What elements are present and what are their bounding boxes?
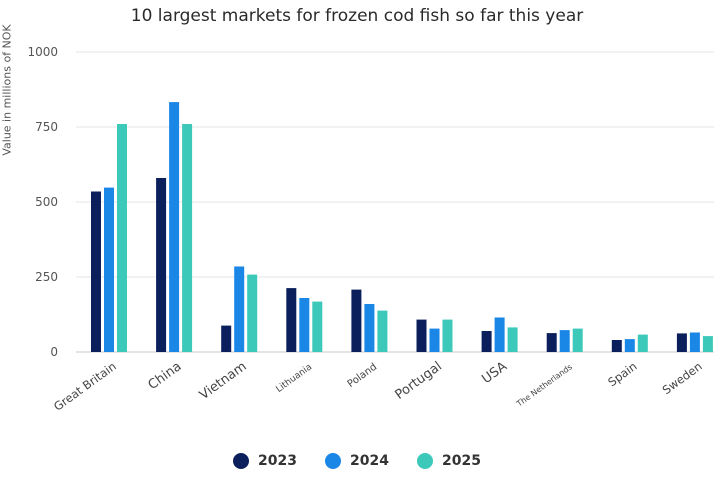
bar-2023-vietnam[interactable] <box>221 325 232 352</box>
y-tick-label: 250 <box>35 270 58 284</box>
x-tick-label: Lithuania <box>274 362 314 395</box>
legend: 2023 2024 2025 <box>0 453 714 469</box>
bar-2024-poland[interactable] <box>364 304 375 352</box>
bar-2024-spain[interactable] <box>624 339 635 352</box>
y-tick-label: 750 <box>35 120 58 134</box>
bar-2023-spain[interactable] <box>611 340 622 352</box>
bar-2023-great-britain[interactable] <box>91 191 101 353</box>
bar-2025-the-netherlands[interactable] <box>572 328 583 352</box>
legend-item-2023[interactable]: 2023 <box>233 453 297 469</box>
bar-2024-usa[interactable] <box>494 317 505 353</box>
bar-2024-china[interactable] <box>169 102 180 352</box>
y-tick-label: 0 <box>50 345 58 359</box>
legend-label-2025: 2025 <box>441 453 481 469</box>
bar-2023-portugal[interactable] <box>416 319 427 352</box>
x-tick-label: USA <box>479 359 510 387</box>
legend-swatch-2024 <box>325 453 342 469</box>
chart-title: 10 largest markets for frozen cod fish s… <box>130 6 584 26</box>
legend-label-2024: 2024 <box>350 453 389 469</box>
bar-2025-usa[interactable] <box>507 327 518 352</box>
bar-2024-sweden[interactable] <box>689 332 700 353</box>
bar-2023-poland[interactable] <box>351 289 362 352</box>
x-tick-label: Portugal <box>392 359 444 403</box>
bar-2023-china[interactable] <box>156 178 167 352</box>
x-axis-ticks: Great Britain China Vietnam Lithuania Poland… <box>51 359 705 414</box>
bars <box>91 102 713 352</box>
bar-2025-china[interactable] <box>182 124 193 352</box>
legend-item-2024[interactable]: 2024 <box>325 453 389 469</box>
x-tick-label: Poland <box>346 362 379 391</box>
legend-swatch-2025 <box>416 453 433 469</box>
bar-2025-poland[interactable] <box>377 310 388 352</box>
x-tick-label: China <box>146 359 185 393</box>
y-tick-label: 1000 <box>27 45 58 59</box>
gridlines <box>76 51 714 353</box>
bar-2025-spain[interactable] <box>637 334 648 352</box>
bar-2023-usa[interactable] <box>481 331 492 352</box>
legend-label-2023: 2023 <box>258 453 298 469</box>
legend-swatch-2023 <box>233 453 250 469</box>
bar-2024-great-britain[interactable] <box>104 187 114 352</box>
bar-2025-great-britain[interactable] <box>117 124 127 352</box>
bar-2025-lithuania[interactable] <box>312 301 323 352</box>
x-tick-label: The Netherlands <box>514 362 574 409</box>
legend-item-2025[interactable]: 2025 <box>416 453 481 469</box>
x-tick-label: Spain <box>605 359 639 389</box>
y-axis-ticks: 0 250 500 750 1000 <box>27 45 58 359</box>
bar-2024-the-netherlands[interactable] <box>559 330 570 352</box>
bar-2023-the-netherlands[interactable] <box>546 333 557 352</box>
bar-2024-portugal[interactable] <box>429 328 440 352</box>
bar-2024-lithuania[interactable] <box>299 298 310 352</box>
bar-2025-portugal[interactable] <box>442 319 453 352</box>
y-axis-label: Value in millions of NOK <box>0 24 14 156</box>
bar-2023-sweden[interactable] <box>676 333 687 352</box>
bar-2025-vietnam[interactable] <box>247 274 258 352</box>
bar-2024-vietnam[interactable] <box>234 266 245 353</box>
y-tick-label: 500 <box>35 195 58 209</box>
bar-2023-lithuania[interactable] <box>286 288 297 352</box>
bar-2025-sweden[interactable] <box>702 336 713 352</box>
x-tick-label: Sweden <box>660 359 705 397</box>
x-tick-label: Great Britain <box>51 359 119 414</box>
x-tick-label: Vietnam <box>197 359 250 403</box>
